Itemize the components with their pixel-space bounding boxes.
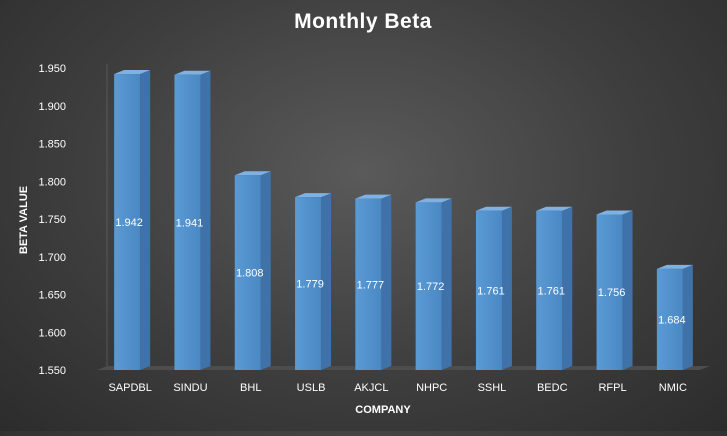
x-tick-label: BEDC [537, 382, 568, 394]
y-tick-label: 1.550 [38, 365, 66, 377]
data-label: 1.808 [236, 268, 264, 280]
x-tick-label: SINDU [173, 382, 207, 394]
y-tick-label: 1.700 [38, 252, 66, 264]
bar [295, 193, 332, 370]
bar-side [622, 210, 633, 370]
bar [656, 264, 693, 370]
bar-top [355, 194, 392, 199]
data-label: 1.756 [598, 287, 626, 299]
bar-side [682, 264, 693, 370]
bar-front [596, 214, 623, 370]
x-tick-label: NMIC [659, 382, 687, 394]
x-tick-label: USLB [297, 382, 326, 394]
bar-side [501, 206, 512, 370]
x-axis-title: COMPANY [355, 404, 411, 416]
y-tick-label: 1.600 [38, 327, 66, 339]
data-label: 1.684 [658, 314, 686, 326]
bar-top [295, 193, 332, 198]
bar-top [114, 70, 151, 75]
bar-side [260, 171, 271, 370]
bar-front [234, 175, 261, 370]
bar-side [441, 198, 452, 370]
y-tick-label: 1.900 [38, 101, 66, 113]
y-tick-label: 1.750 [38, 214, 66, 226]
y-tick-label: 1.950 [38, 63, 66, 75]
bar-top [415, 198, 452, 203]
bar-side [381, 194, 392, 370]
data-label: 1.941 [176, 217, 204, 229]
x-tick-label: NHPC [416, 382, 447, 394]
bar-top [174, 70, 211, 75]
y-tick-label: 1.850 [38, 139, 66, 151]
y-tick-label: 1.650 [38, 290, 66, 302]
bar-front [475, 210, 502, 370]
bar-front [114, 74, 141, 370]
data-label: 1.942 [115, 217, 143, 229]
bar-top [234, 171, 271, 176]
bar-top [596, 210, 633, 215]
bar-side [200, 70, 211, 371]
x-tick-label: RFPL [598, 382, 626, 394]
bar-top [656, 264, 693, 269]
bar [355, 194, 392, 370]
data-label: 1.777 [357, 279, 385, 291]
x-tick-label: SSHL [478, 382, 507, 394]
y-axis-title: BETA VALUE [18, 186, 30, 254]
bar-front [536, 210, 563, 370]
data-label: 1.761 [477, 285, 505, 297]
bar-front [355, 198, 382, 370]
data-label: 1.772 [417, 281, 445, 293]
chart-title: Monthly Beta [294, 10, 432, 33]
bar-front [174, 74, 201, 371]
bar [475, 206, 512, 370]
bar-top [536, 206, 573, 211]
y-tick-label: 1.800 [38, 176, 66, 188]
bar-side [140, 70, 151, 370]
bar-top [475, 206, 512, 211]
bar-side [562, 206, 573, 370]
bar [415, 198, 452, 370]
bar-front [415, 202, 442, 370]
bar [596, 210, 633, 370]
bar-front [295, 197, 322, 370]
data-label: 1.779 [296, 279, 324, 291]
bar-side [321, 193, 332, 370]
bar [174, 70, 211, 371]
bar [114, 70, 151, 370]
bar [234, 171, 271, 370]
x-tick-label: BHL [240, 382, 261, 394]
x-tick-label: AKJCL [354, 382, 388, 394]
bar-front [656, 268, 683, 370]
x-tick-label: SAPDBL [108, 382, 151, 394]
data-label: 1.761 [537, 285, 565, 297]
bar [536, 206, 573, 370]
